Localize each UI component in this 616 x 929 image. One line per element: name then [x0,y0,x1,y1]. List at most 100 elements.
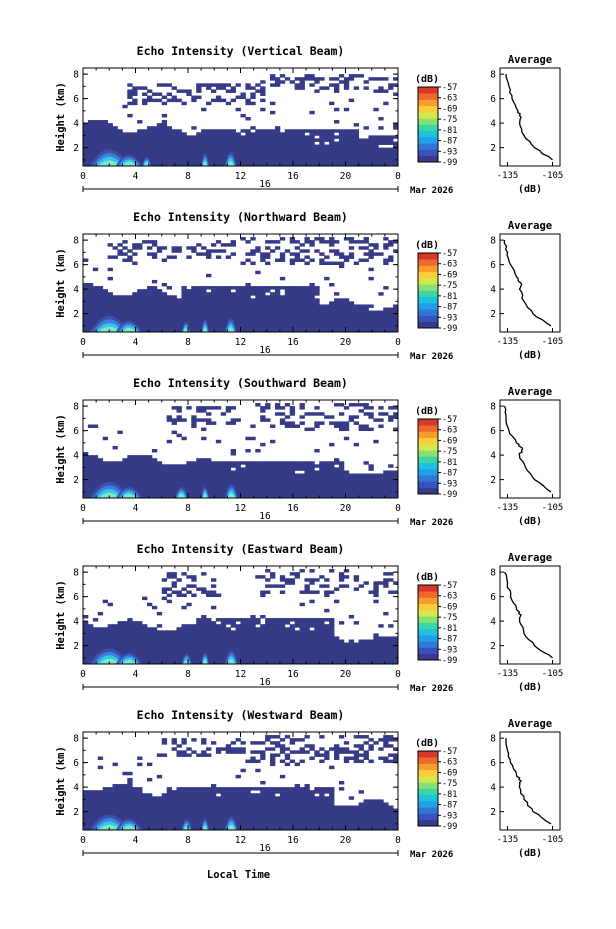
echo-cell [83,150,89,155]
echo-cell [87,645,94,650]
echo-cell [235,322,241,327]
profile-y-tick-label: 8 [490,236,496,247]
profile-y-tick-label: 4 [490,451,496,462]
echo-cell [309,295,315,299]
echo-cell [87,156,94,161]
echo-cell [225,639,232,643]
echo-cell [225,482,232,487]
echo-cell [235,307,241,311]
echo-cell [215,633,222,637]
echo-cell [186,461,192,465]
echo-cell [324,153,330,158]
echo-cell [363,258,369,262]
echo-cell [289,132,296,136]
echo-cell [206,83,212,87]
echo-cell [220,98,227,103]
echo-cell [274,129,281,133]
echo-cell [348,237,355,241]
echo-cell [151,92,158,96]
y-tick-label: 4 [73,285,79,296]
echo-cell [235,618,241,622]
echo-cell [284,485,291,490]
echo-cell [255,246,261,250]
echo-cell [284,470,291,474]
echo-cell [220,660,227,665]
echo-core [98,160,121,166]
echo-cell [304,292,310,296]
echo-cell [235,820,241,825]
echo-cell [393,77,399,81]
echo-cell [334,491,340,496]
echo-cell [122,639,128,643]
echo-cell [250,307,256,311]
echo-cell [279,660,286,665]
echo-cell [181,648,187,653]
echo-cell [142,491,148,496]
echo-cell [225,808,232,813]
echo-cell [388,415,394,419]
echo-cell [176,476,182,481]
echo-cell [102,129,109,133]
profile-line [503,240,552,327]
echo-cell [127,793,133,797]
echo-cell [343,77,350,81]
echo-cell [210,150,217,155]
echo-cell [245,808,251,813]
echo-cell [294,328,300,333]
echo-cell [358,657,364,662]
echo-cell [388,479,394,484]
echo-cell [191,473,197,477]
echo-cell [235,476,241,481]
echo-cell [92,126,99,130]
echo-cell [146,485,153,490]
echo-cell [92,473,99,477]
echo-cell [230,470,236,474]
echo-cell [196,479,202,484]
echo-cell [319,304,325,308]
echo-cell [122,633,128,637]
echo-cell [270,319,276,324]
echo-cell [127,624,133,628]
echo-cell [210,645,217,650]
echo-cell [186,488,192,493]
echo-cell [206,325,212,330]
echo-cell [309,316,315,321]
echo-cell [324,648,330,653]
echo-cell [102,479,109,484]
echo-cell [107,464,113,468]
echo-cell [132,307,138,311]
echo-cell [299,491,305,496]
echo-cell [294,651,300,656]
echo-cell [319,421,325,425]
echo-cell [250,261,256,266]
x-tick-label: 20 [340,337,352,348]
echo-cell [142,482,148,487]
echo-cell [368,138,374,142]
echo-cell [358,322,364,327]
echo-cell [191,476,197,481]
y-axis-label: Height (km) [55,82,67,152]
echo-cell [201,252,207,256]
x-tick-label: 8 [185,669,191,680]
echo-cell [393,482,399,487]
echo-cell [329,101,335,106]
echo-cell [156,796,163,800]
echo-cell [107,476,113,481]
x-tick-label: 12 [235,503,246,514]
echo-cell [137,790,143,794]
echo-cell [319,328,325,333]
echo-cell [289,325,296,330]
echo-cell [393,645,399,650]
echo-cell [324,240,330,244]
echo-cell [260,307,266,311]
echo-cell [245,787,251,791]
echo-cell [142,129,148,133]
echo-cell [304,470,310,474]
echo-cell [294,129,300,133]
echo-cell [142,639,148,643]
echo-cell [363,645,369,650]
echo-cell [373,159,379,164]
echo-cell [92,464,99,468]
echo-cell [176,820,182,825]
echo-cell [171,747,177,751]
